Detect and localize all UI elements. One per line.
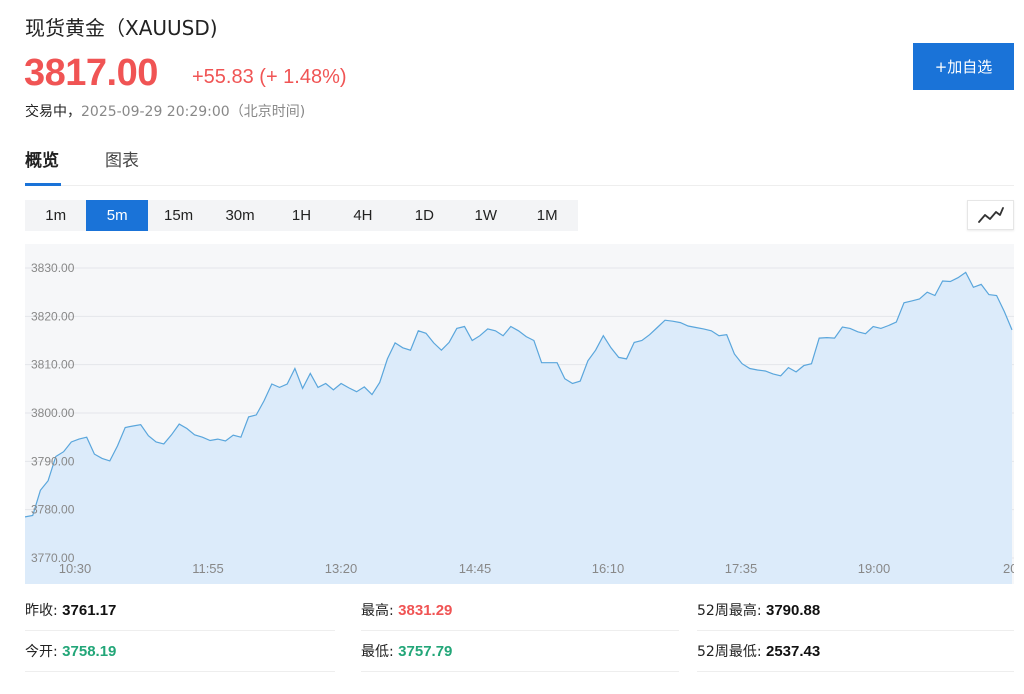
stats-panel: 昨收: 3761.17 最高: 3831.29 52周最高: 3790.88 今… [25,590,1014,672]
stat-value: 3790.88 [765,602,821,619]
y-tick-label: 3800.00 [31,406,75,420]
stat-label: 最低: [361,644,394,660]
stat-value: 3831.29 [398,602,453,619]
x-tick-label: 19:00 [858,561,891,576]
stat-label: 今开: [25,644,58,660]
x-tick-label: 11:55 [192,561,224,576]
y-tick-label: 3820.00 [31,309,75,323]
stat-52w-low: 52周最低: 2537.43 [697,631,1014,672]
price-change: +55.83 (+ 1.48%) [192,66,347,88]
period-1m[interactable]: 1m [45,207,67,224]
period-5m[interactable]: 5m [86,200,148,231]
trading-status: 交易中，2025-09-29 20:29:00（北京时间) [25,101,305,121]
stat-prev-close: 昨收: 3761.17 [25,590,335,631]
x-tick-label: 10:30 [59,561,92,576]
tab-bar: 概览 图表 [25,148,1014,186]
add-to-watchlist-button[interactable]: +加自选 [913,43,1014,90]
period-1d[interactable]: 1D [414,207,434,224]
stat-open: 今开: 3758.19 [25,631,335,672]
stat-label: 最高: [361,603,394,619]
current-price: 3817.00 [24,52,158,94]
quote-time: 2025-09-29 20:29:00（北京时间) [81,104,306,120]
stat-high: 最高: 3831.29 [361,590,679,631]
price-chart[interactable]: 3830.00 3820.00 3810.00 3800.00 3790.00 3780.… [24,244,1024,584]
stat-value: 3758.19 [62,643,117,660]
period-4h[interactable]: 4H [353,207,373,224]
trading-status-label: 交易中， [25,104,81,120]
stat-value: 2537.43 [765,643,821,660]
chart-area [25,272,1012,584]
stat-label: 昨收: [25,603,58,619]
stat-value: 3761.17 [62,602,117,619]
tab-chart[interactable]: 图表 [105,151,139,171]
y-tick-label: 3830.00 [31,261,75,275]
stats-row: 今开: 3758.19 最低: 3757.79 52周最低: 2537.43 [25,631,1014,672]
chart-line [24,271,1013,518]
period-15m[interactable]: 15m [164,207,194,224]
tab-overview[interactable]: 概览 [25,148,61,186]
chart-type-button[interactable] [967,200,1014,230]
y-tick-label: 3780.00 [31,503,75,517]
y-tick-label: 3810.00 [31,358,75,372]
period-1w[interactable]: 1W [474,207,498,224]
instrument-title: 现货黄金（XAUUSD) [25,16,218,40]
period-selector: 1m 5m 15m 30m 1H 4H 1D 1W 1M [25,200,578,231]
stat-52w-high: 52周最高: 3790.88 [697,590,1014,631]
period-30m[interactable]: 30m [225,207,255,224]
period-1mo[interactable]: 1M [536,207,558,224]
stat-value: 3757.79 [398,643,453,660]
x-tick-label: 13:20 [325,561,358,576]
line-chart-icon [978,207,1004,223]
period-1h[interactable]: 1H [291,207,312,224]
price-chart-svg: 3830.00 3820.00 3810.00 3800.00 3790.00 3780.… [24,261,1024,584]
x-tick-label: 20:2 [1003,561,1014,576]
stat-label: 52周最高: [697,603,762,619]
stat-label: 52周最低: [697,644,762,660]
x-tick-label: 17:35 [725,561,758,576]
x-tick-label: 14:45 [459,561,492,576]
x-tick-label: 16:10 [592,561,625,576]
stats-row: 昨收: 3761.17 最高: 3831.29 52周最高: 3790.88 [25,590,1014,631]
y-tick-label: 3790.00 [31,454,75,468]
y-tick-label: 3770.00 [31,551,75,565]
stat-low: 最低: 3757.79 [361,631,679,672]
